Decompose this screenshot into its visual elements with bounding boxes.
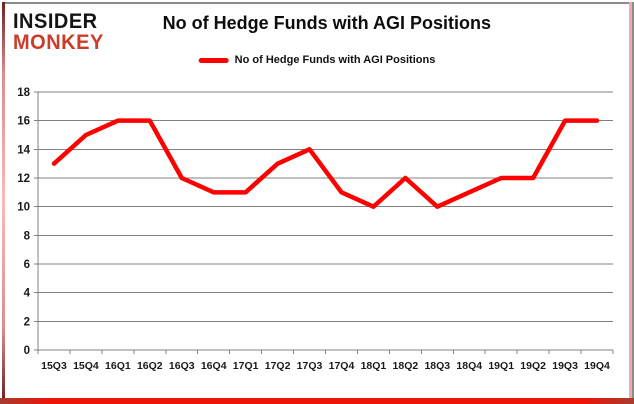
logo-line-insider: INSIDER (13, 9, 98, 34)
x-axis-label: 17Q4 (329, 360, 355, 372)
chart-title: No of Hedge Funds with AGI Positions (162, 13, 492, 33)
x-axis-label: 16Q4 (201, 360, 227, 372)
x-axis-label: 16Q1 (105, 360, 131, 372)
y-axis-label: 12 (17, 173, 30, 185)
x-axis-label: 16Q3 (169, 360, 195, 372)
data-line-series (51, 118, 600, 209)
y-axis-label: 2 (24, 316, 30, 328)
x-axis-label: 19Q1 (488, 360, 514, 372)
y-axis-label: 18 (17, 87, 30, 99)
x-axis-label: 17Q1 (233, 360, 259, 372)
x-axis-label: 15Q4 (73, 360, 99, 372)
y-axis-label: 16 (17, 116, 30, 128)
x-axis-label: 15Q3 (41, 360, 67, 372)
logo-line-monkey: MONKEY (13, 30, 104, 54)
x-axis-label: 16Q2 (137, 360, 163, 372)
x-axis-label: 19Q2 (520, 360, 546, 372)
x-axis-label: 18Q1 (361, 360, 387, 372)
x-axis-label: 17Q2 (265, 360, 291, 372)
y-axis-label: 10 (17, 202, 30, 214)
legend: No of Hedge Funds with AGI Positions (198, 54, 436, 66)
y-axis-label: 6 (24, 259, 30, 271)
x-axis-label: 18Q4 (456, 360, 482, 372)
x-axis-label: 18Q2 (393, 360, 419, 372)
x-axis-label: 18Q3 (424, 360, 450, 372)
x-axis-label: 19Q3 (552, 360, 578, 372)
y-axis-label: 0 (24, 345, 30, 357)
x-axis-label: 19Q4 (584, 360, 610, 372)
legend-label: No of Hedge Funds with AGI Positions (234, 54, 436, 66)
y-axis-label: 4 (24, 288, 31, 300)
x-axis-label: 17Q3 (297, 360, 323, 372)
insider-monkey-logo: INSIDER MONKEY (13, 9, 104, 54)
legend-line-swatch (198, 57, 229, 63)
y-axis-label: 8 (24, 230, 31, 242)
y-axis-label: 14 (17, 144, 30, 156)
